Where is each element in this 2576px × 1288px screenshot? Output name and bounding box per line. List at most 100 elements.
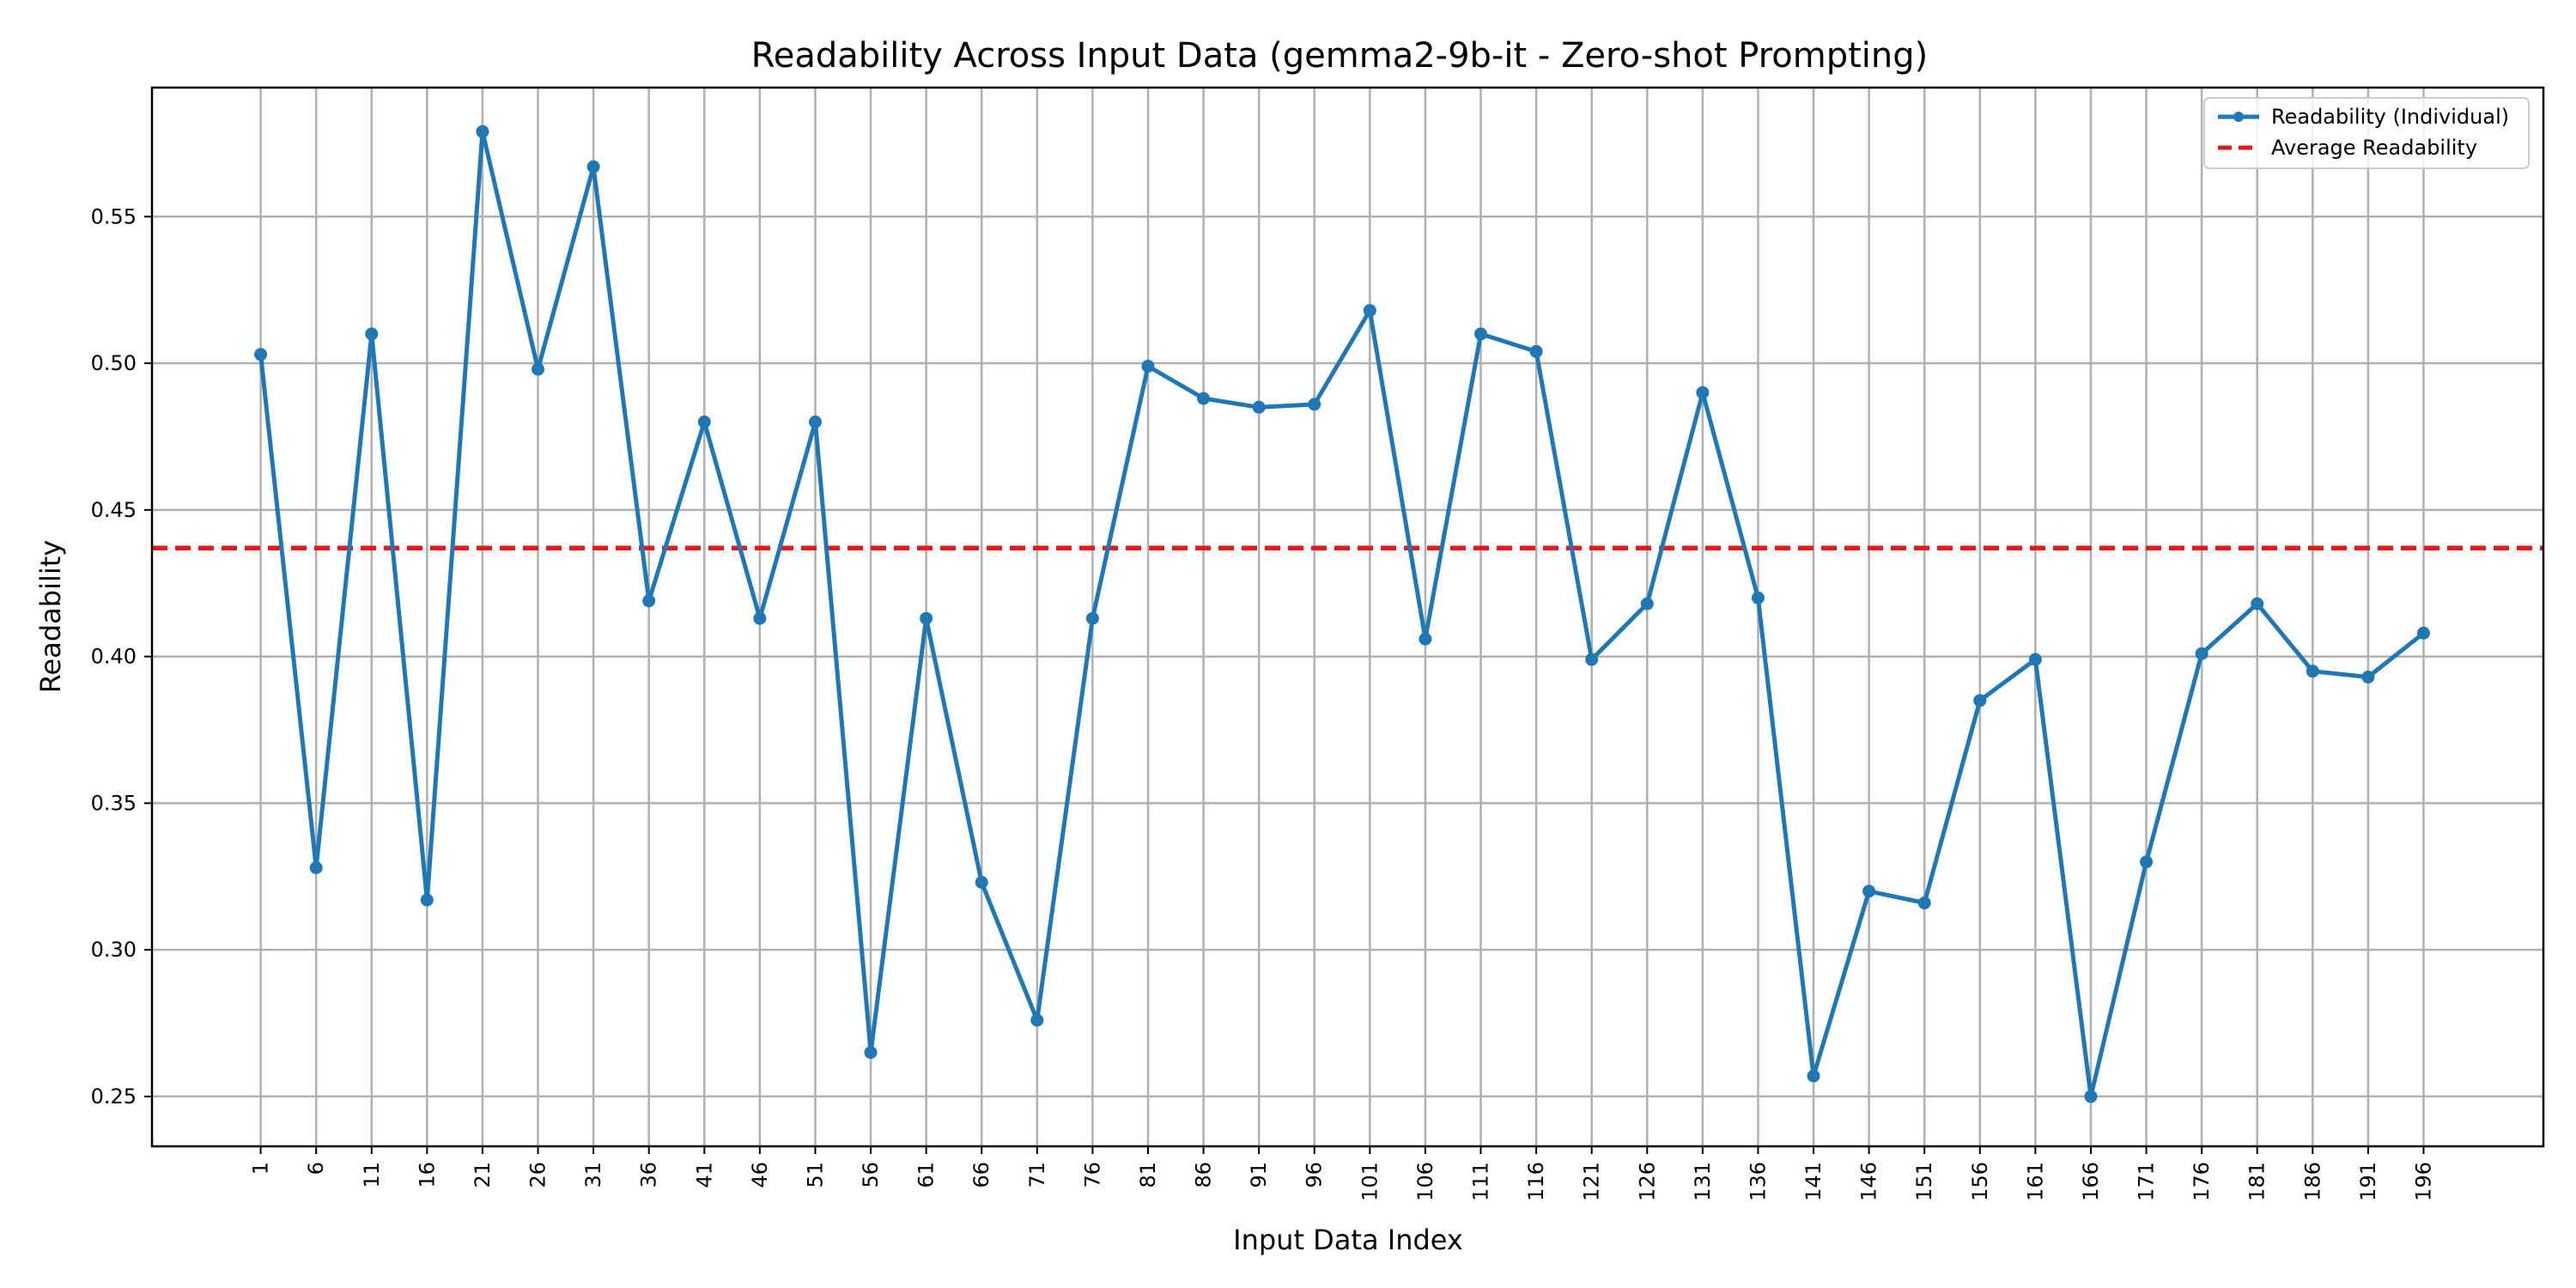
- y-tick-label: 0.55: [91, 204, 137, 228]
- readability-point: [1585, 653, 1599, 666]
- y-tick-label: 0.50: [91, 351, 137, 375]
- x-tick-label: 36: [637, 1162, 661, 1188]
- readability-point: [753, 611, 767, 625]
- readability-point: [1640, 597, 1654, 611]
- x-tick-label: 131: [1691, 1162, 1715, 1201]
- x-tick-label: 51: [803, 1162, 827, 1188]
- readability-point: [1085, 611, 1099, 625]
- readability-point: [1419, 632, 1432, 646]
- legend: Readability (Individual) Average Readabi…: [2203, 97, 2530, 169]
- x-tick-label: 1: [249, 1162, 273, 1175]
- readability-point: [1030, 1013, 1044, 1027]
- x-axis: 1 6 11 16 21 26 31 36 41 46 51 56 61 66 71 76 81 86 91 96 10…: [249, 1146, 2435, 1201]
- x-tick-label: 16: [415, 1162, 439, 1188]
- x-tick-label: 6: [304, 1162, 328, 1175]
- x-tick-label: 56: [859, 1162, 883, 1188]
- readability-point: [365, 327, 379, 341]
- readability-point: [1141, 359, 1155, 373]
- readability-series-line: [258, 129, 2426, 1099]
- x-tick-label: 76: [1080, 1162, 1104, 1188]
- readability-point: [1197, 392, 1211, 405]
- readability-point: [586, 160, 600, 173]
- x-tick-label: 101: [1358, 1162, 1382, 1201]
- x-tick-label: 186: [2300, 1162, 2324, 1201]
- readability-point: [1252, 400, 1266, 414]
- x-tick-label: 111: [1469, 1162, 1493, 1201]
- plot-frame: [150, 86, 2545, 1148]
- x-axis-label: Input Data Index: [1233, 1224, 1463, 1256]
- readability-point: [1529, 344, 1543, 358]
- readability-point: [309, 861, 323, 875]
- x-tick-label: 26: [526, 1162, 550, 1188]
- x-tick-label: 161: [2023, 1162, 2047, 1201]
- legend-label-individual: Readability (Individual): [2271, 105, 2509, 129]
- x-tick-label: 146: [1857, 1162, 1881, 1201]
- readability-point: [2195, 647, 2208, 660]
- x-tick-label: 166: [2079, 1162, 2103, 1201]
- x-tick-label: 106: [1413, 1162, 1437, 1201]
- readability-point: [642, 594, 656, 608]
- x-tick-label: 66: [969, 1162, 993, 1188]
- readability-point: [1363, 304, 1376, 318]
- y-tick-label: 0.45: [91, 498, 137, 522]
- chart-title: Readability Across Input Data (gemma2-9b…: [751, 36, 1929, 76]
- x-tick-label: 141: [1801, 1162, 1826, 1201]
- readability-point: [1696, 386, 1710, 399]
- x-tick-label: 171: [2135, 1162, 2159, 1201]
- legend-marker-individual: [2233, 112, 2244, 122]
- x-tick-label: 91: [1247, 1162, 1271, 1188]
- readability-point: [975, 876, 988, 890]
- y-axis: 0.25 0.30 0.35 0.40 0.45 0.50 0.55: [91, 204, 152, 1109]
- x-tick-label: 191: [2356, 1162, 2380, 1201]
- readability-point: [2361, 671, 2375, 684]
- readability-point: [1751, 591, 1765, 605]
- x-tick-label: 136: [1746, 1162, 1770, 1201]
- x-tick-label: 121: [1580, 1162, 1604, 1201]
- readability-point: [254, 348, 268, 361]
- readability-point: [2084, 1090, 2098, 1103]
- readability-point: [476, 125, 489, 138]
- x-tick-label: 11: [360, 1162, 384, 1188]
- readability-point: [1807, 1069, 1820, 1083]
- x-tick-label: 126: [1635, 1162, 1659, 1201]
- y-tick-label: 0.30: [91, 938, 137, 962]
- readability-point: [697, 415, 711, 428]
- legend-box: [2203, 97, 2530, 169]
- y-axis-label: Readability: [34, 540, 67, 693]
- x-tick-label: 181: [2245, 1162, 2269, 1201]
- x-tick-label: 176: [2190, 1162, 2214, 1201]
- readability-point: [1917, 896, 1931, 910]
- readability-point: [2416, 626, 2430, 640]
- x-tick-label: 116: [1524, 1162, 1548, 1201]
- readability-point: [2251, 597, 2264, 611]
- x-tick-label: 46: [748, 1162, 772, 1188]
- x-tick-label: 81: [1136, 1162, 1160, 1188]
- y-tick-label: 0.40: [91, 645, 137, 669]
- x-tick-label: 96: [1303, 1162, 1327, 1188]
- readability-point: [1973, 694, 1987, 708]
- x-tick-label: 41: [692, 1162, 716, 1188]
- readability-point: [864, 1046, 878, 1060]
- readability-point: [2028, 653, 2042, 666]
- readability-point: [920, 611, 933, 625]
- readability-point: [2140, 855, 2154, 869]
- series-group: [254, 125, 2430, 1103]
- readability-point: [808, 415, 822, 428]
- x-tick-label: 71: [1025, 1162, 1049, 1188]
- x-tick-label: 196: [2411, 1162, 2435, 1201]
- x-tick-label: 86: [1192, 1162, 1216, 1188]
- x-tick-label: 21: [471, 1162, 495, 1188]
- x-tick-label: 151: [1912, 1162, 1936, 1201]
- readability-point: [1308, 398, 1321, 411]
- readability-point: [420, 893, 434, 907]
- x-tick-label: 156: [1968, 1162, 1992, 1201]
- x-tick-label: 61: [914, 1162, 939, 1188]
- x-tick-label: 31: [581, 1162, 605, 1188]
- legend-label-average: Average Readability: [2271, 136, 2477, 160]
- readability-point: [1862, 884, 1876, 898]
- y-tick-label: 0.35: [91, 791, 137, 815]
- y-tick-label: 0.25: [91, 1084, 137, 1109]
- readability-point: [2306, 665, 2319, 678]
- readability-point: [1474, 327, 1488, 341]
